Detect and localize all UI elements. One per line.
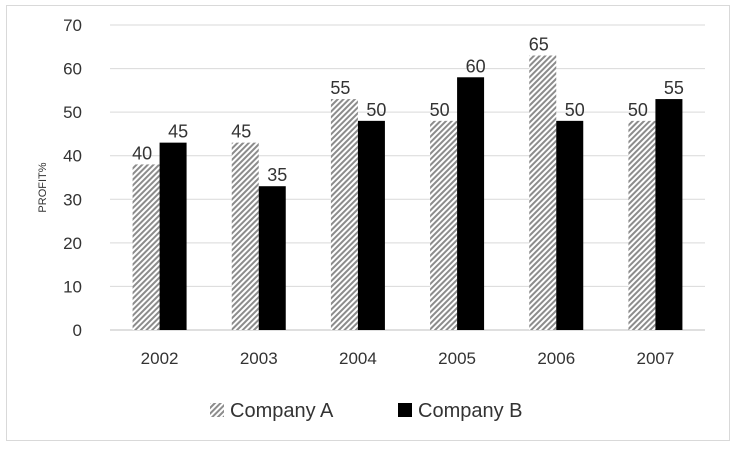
legend-label-company-b: Company B [418,400,523,422]
data-label: 50 [366,100,386,120]
bar-company-b-2006 [556,120,584,330]
data-labels: 40 45 45 35 55 50 50 60 65 50 50 55 [132,35,684,186]
data-label: 50 [430,100,450,120]
y-tick-label: 50 [63,103,82,122]
x-tick-label: 2004 [339,349,377,368]
data-label: 35 [267,165,287,185]
bar-company-a-2005 [430,120,458,330]
x-axis-ticks: 2002 2003 2004 2005 2006 2007 [141,349,675,368]
bar-company-b-2007 [655,99,683,330]
data-label: 60 [466,56,486,76]
x-tick-label: 2005 [438,349,476,368]
legend-swatch-company-b [398,403,412,417]
legend: Company A Company B [210,400,523,422]
data-label: 45 [168,122,188,142]
y-tick-label: 0 [73,321,82,340]
y-tick-label: 30 [63,190,82,209]
y-tick-label: 40 [63,147,82,166]
y-axis-ticks: 0 10 20 30 40 50 60 70 [63,16,82,340]
bar-company-a-2004 [330,99,358,330]
y-axis-label: PROFIT% [37,162,49,212]
legend-swatch-company-a [210,403,224,417]
bar-company-a-2002 [132,164,160,330]
data-label: 55 [330,78,350,98]
y-tick-label: 20 [63,234,82,253]
bar-company-b-2002 [159,142,187,330]
legend-label-company-a: Company A [230,400,334,422]
data-label: 40 [132,143,152,163]
data-label: 65 [529,35,549,55]
gridlines [110,24,705,331]
y-tick-label: 10 [63,277,82,296]
y-tick-label: 70 [63,16,82,35]
data-label: 55 [664,78,684,98]
x-tick-label: 2002 [141,349,179,368]
bars [132,55,683,331]
data-label: 50 [628,100,648,120]
x-tick-label: 2003 [240,349,278,368]
x-tick-label: 2007 [637,349,675,368]
bar-company-b-2004 [357,120,385,330]
x-tick-label: 2006 [537,349,575,368]
data-label: 45 [231,122,251,142]
data-label: 50 [565,100,585,120]
bar-company-a-2007 [628,120,656,330]
y-tick-label: 60 [63,60,82,79]
bar-company-b-2003 [258,186,286,330]
bar-company-a-2006 [529,55,557,330]
bar-company-a-2003 [231,142,259,330]
bar-company-b-2005 [457,77,485,331]
